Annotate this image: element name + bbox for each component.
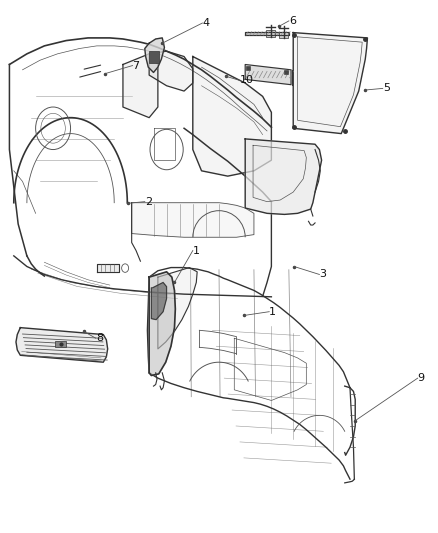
Bar: [279, 31, 288, 38]
Text: 6: 6: [289, 16, 296, 26]
Text: 10: 10: [240, 76, 254, 85]
Text: 7: 7: [133, 61, 140, 70]
Bar: [149, 51, 159, 63]
Polygon shape: [193, 56, 272, 176]
Text: 2: 2: [145, 197, 152, 207]
Text: 5: 5: [383, 83, 390, 93]
Polygon shape: [149, 51, 193, 91]
Text: 9: 9: [418, 373, 425, 383]
Polygon shape: [151, 282, 166, 320]
Bar: [55, 341, 66, 348]
Polygon shape: [158, 268, 197, 349]
Bar: [266, 30, 275, 37]
Polygon shape: [97, 264, 119, 272]
Text: 3: 3: [319, 270, 326, 279]
Polygon shape: [293, 33, 367, 134]
Polygon shape: [245, 64, 291, 85]
Polygon shape: [149, 272, 175, 375]
Polygon shape: [16, 328, 108, 362]
Polygon shape: [245, 31, 289, 35]
Polygon shape: [245, 139, 321, 214]
Bar: [284, 70, 288, 74]
Text: 1: 1: [193, 246, 200, 255]
Text: 4: 4: [202, 18, 209, 28]
Polygon shape: [132, 203, 254, 237]
Text: 1: 1: [269, 306, 276, 317]
Bar: [246, 66, 251, 70]
Text: 8: 8: [96, 333, 103, 343]
Polygon shape: [145, 38, 164, 72]
Polygon shape: [123, 54, 158, 118]
